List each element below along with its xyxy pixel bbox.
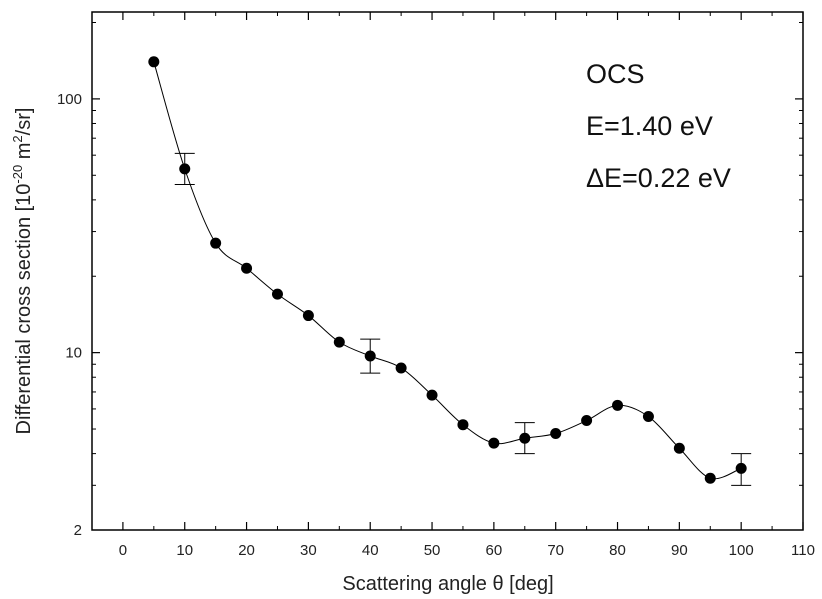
y-axis-title-exponent: -20 (10, 165, 25, 184)
x-tick-label: 40 (362, 542, 379, 559)
data-point (612, 399, 624, 411)
annotation-molecule: OCS (586, 59, 645, 89)
x-tick-label: 70 (547, 542, 564, 559)
data-point (426, 389, 438, 401)
data-point (210, 237, 222, 249)
x-tick-label: 50 (424, 542, 441, 559)
x-tick-label: 60 (486, 542, 503, 559)
data-point (364, 350, 376, 362)
data-point (302, 310, 314, 322)
data-point (550, 428, 562, 440)
x-tick-label: 0 (119, 542, 127, 559)
x-tick-label: 90 (671, 542, 688, 559)
data-point (735, 462, 747, 474)
data-point (488, 437, 500, 449)
y-axis-title-unit: m (13, 143, 35, 165)
plot-frame (91, 11, 804, 531)
y-tick-label: 100 (57, 91, 82, 108)
y-axis-title: Differential cross section [10-20 m2/sr] (10, 108, 35, 435)
data-point (704, 472, 716, 484)
x-tick-label: 10 (176, 542, 193, 559)
y-axis-title-tail: /sr] (13, 108, 35, 136)
x-tick-label: 110 (791, 542, 815, 559)
error-bar-layer (174, 152, 752, 486)
data-point (519, 432, 531, 444)
y-axis-title-unit-exponent: 2 (10, 135, 25, 142)
x-tick-label: 30 (300, 542, 317, 559)
x-axis-title: Scattering angle θ [deg] (342, 573, 553, 595)
data-point (271, 288, 283, 300)
y-axis-title-main: Differential cross section [10 (13, 184, 35, 435)
data-point (581, 415, 593, 427)
data-point (241, 262, 253, 274)
annotation-energy: E=1.40 eV (586, 111, 713, 141)
y-tick-label: 10 (65, 345, 82, 362)
axis-ticks: 0 10 20 30 40 50 60 70 80 90 100 110 2 10 100 (57, 12, 815, 559)
data-points-layer (148, 56, 747, 484)
data-point (673, 442, 685, 454)
data-point (457, 419, 469, 431)
data-point (642, 411, 654, 423)
x-tick-label: 100 (729, 542, 754, 559)
annotation-resolution: ΔE=0.22 eV (586, 163, 731, 193)
data-point (148, 56, 160, 68)
data-point (395, 362, 407, 374)
x-tick-label: 80 (609, 542, 626, 559)
data-point (179, 163, 191, 175)
data-point (333, 336, 345, 348)
y-tick-label: 2 (74, 522, 82, 539)
x-tick-label: 20 (238, 542, 255, 559)
